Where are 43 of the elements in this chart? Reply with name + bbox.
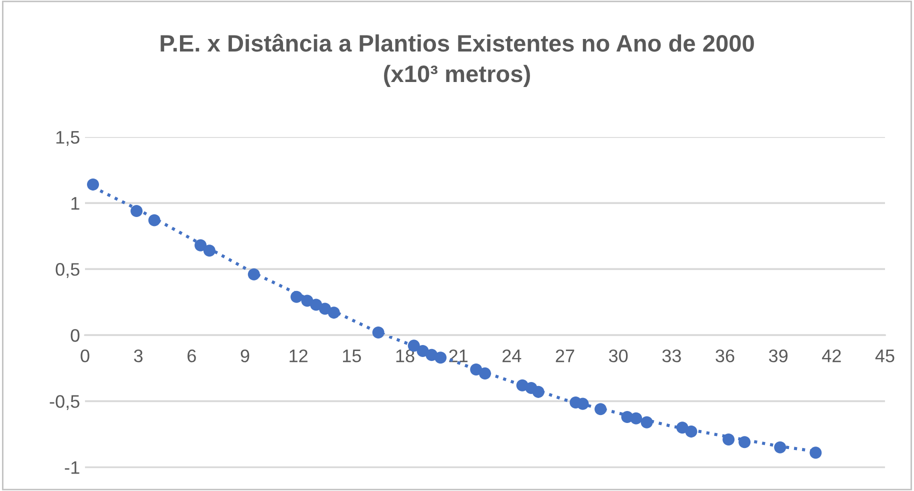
point — [372, 326, 384, 339]
x-tick-label: 0 — [80, 350, 90, 362]
point — [248, 268, 260, 280]
x-tick-label: 3 — [134, 350, 143, 362]
point — [434, 352, 447, 364]
point — [594, 403, 607, 416]
point — [630, 412, 642, 424]
point — [738, 436, 751, 448]
point — [478, 367, 492, 380]
chart-title: P.E. x Distância a Plantios Existentes no Ano de 2000 (x10³ metros) — [160, 34, 754, 87]
y-tick-label: 1,5 — [56, 131, 80, 146]
x-tick-label: 36 — [716, 350, 734, 362]
x-tick-label: 12 — [290, 350, 308, 362]
point — [130, 204, 143, 217]
x-tick-label: 15 — [343, 350, 361, 362]
point — [532, 386, 544, 398]
y-tick-label: -0,5 — [50, 395, 80, 410]
point — [576, 398, 589, 410]
y-tick-label: 0,5 — [56, 263, 80, 278]
x-tick-label: 39 — [768, 350, 788, 362]
x-tick-label: 30 — [608, 350, 628, 362]
y-tick-label: -1 — [64, 461, 80, 474]
x-tick-label: 45 — [875, 350, 894, 362]
x-tick-label: 42 — [822, 350, 841, 362]
point — [148, 214, 160, 226]
point — [685, 426, 698, 438]
x-tick-label: 9 — [240, 350, 250, 362]
point — [194, 239, 207, 252]
point — [722, 433, 735, 446]
point — [203, 244, 216, 257]
x-tick-label: 24 — [502, 350, 522, 362]
y-tick-label: 1 — [71, 197, 80, 210]
x-tick-label: 6 — [188, 350, 196, 362]
point — [640, 416, 653, 428]
x-tick-label: 33 — [662, 350, 681, 362]
point — [810, 446, 822, 459]
point — [328, 306, 340, 319]
point — [774, 441, 786, 454]
x-tick-label: 27 — [556, 350, 574, 362]
x-tick-label: 18 — [396, 350, 414, 362]
point — [290, 290, 303, 303]
y-tick-label: 0 — [70, 329, 80, 342]
point — [86, 178, 100, 191]
